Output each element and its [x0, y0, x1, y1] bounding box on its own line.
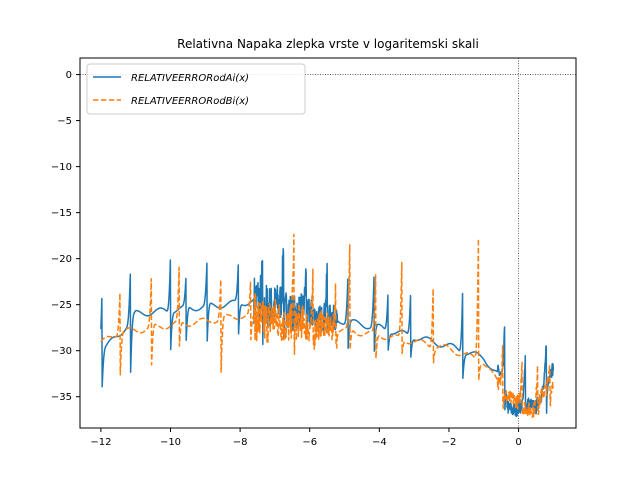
series-line-bi [100, 233, 554, 419]
y-tick-label: −5 [57, 116, 72, 127]
x-tick-label: −6 [302, 437, 317, 448]
legend-label-ai: RELATIVEERRORodAi(x) [131, 73, 249, 84]
x-tick-label: −4 [372, 437, 387, 448]
x-tick-label: −2 [442, 437, 457, 448]
y-axis: 0 −5 −10 −15 −20 −25 −30 −35 [51, 70, 80, 403]
series-layer [100, 233, 555, 419]
y-tick-label: −25 [51, 300, 72, 311]
legend-box [86, 63, 306, 115]
y-tick-label: 0 [66, 70, 72, 81]
legend-label-bi: RELATIVEERRORodBi(x) [131, 96, 249, 107]
y-tick-label: −15 [51, 208, 72, 219]
plot-frame [79, 57, 577, 429]
x-tick-label: 0 [515, 437, 521, 448]
chart-title: Relativna Napaka zlepka vrste v logarite… [177, 37, 479, 51]
y-tick-label: −10 [51, 162, 72, 173]
x-tick-label: −10 [160, 437, 181, 448]
x-axis: −12 −10 −8 −6 −4 −2 0 [90, 428, 522, 448]
y-tick-label: −30 [51, 346, 72, 357]
legend: RELATIVEERRORodAi(x) RELATIVEERRORodBi(x… [86, 63, 306, 115]
x-tick-label: −8 [233, 437, 248, 448]
y-tick-label: −20 [51, 254, 72, 265]
y-tick-label: −35 [51, 392, 72, 403]
x-tick-label: −12 [90, 437, 111, 448]
